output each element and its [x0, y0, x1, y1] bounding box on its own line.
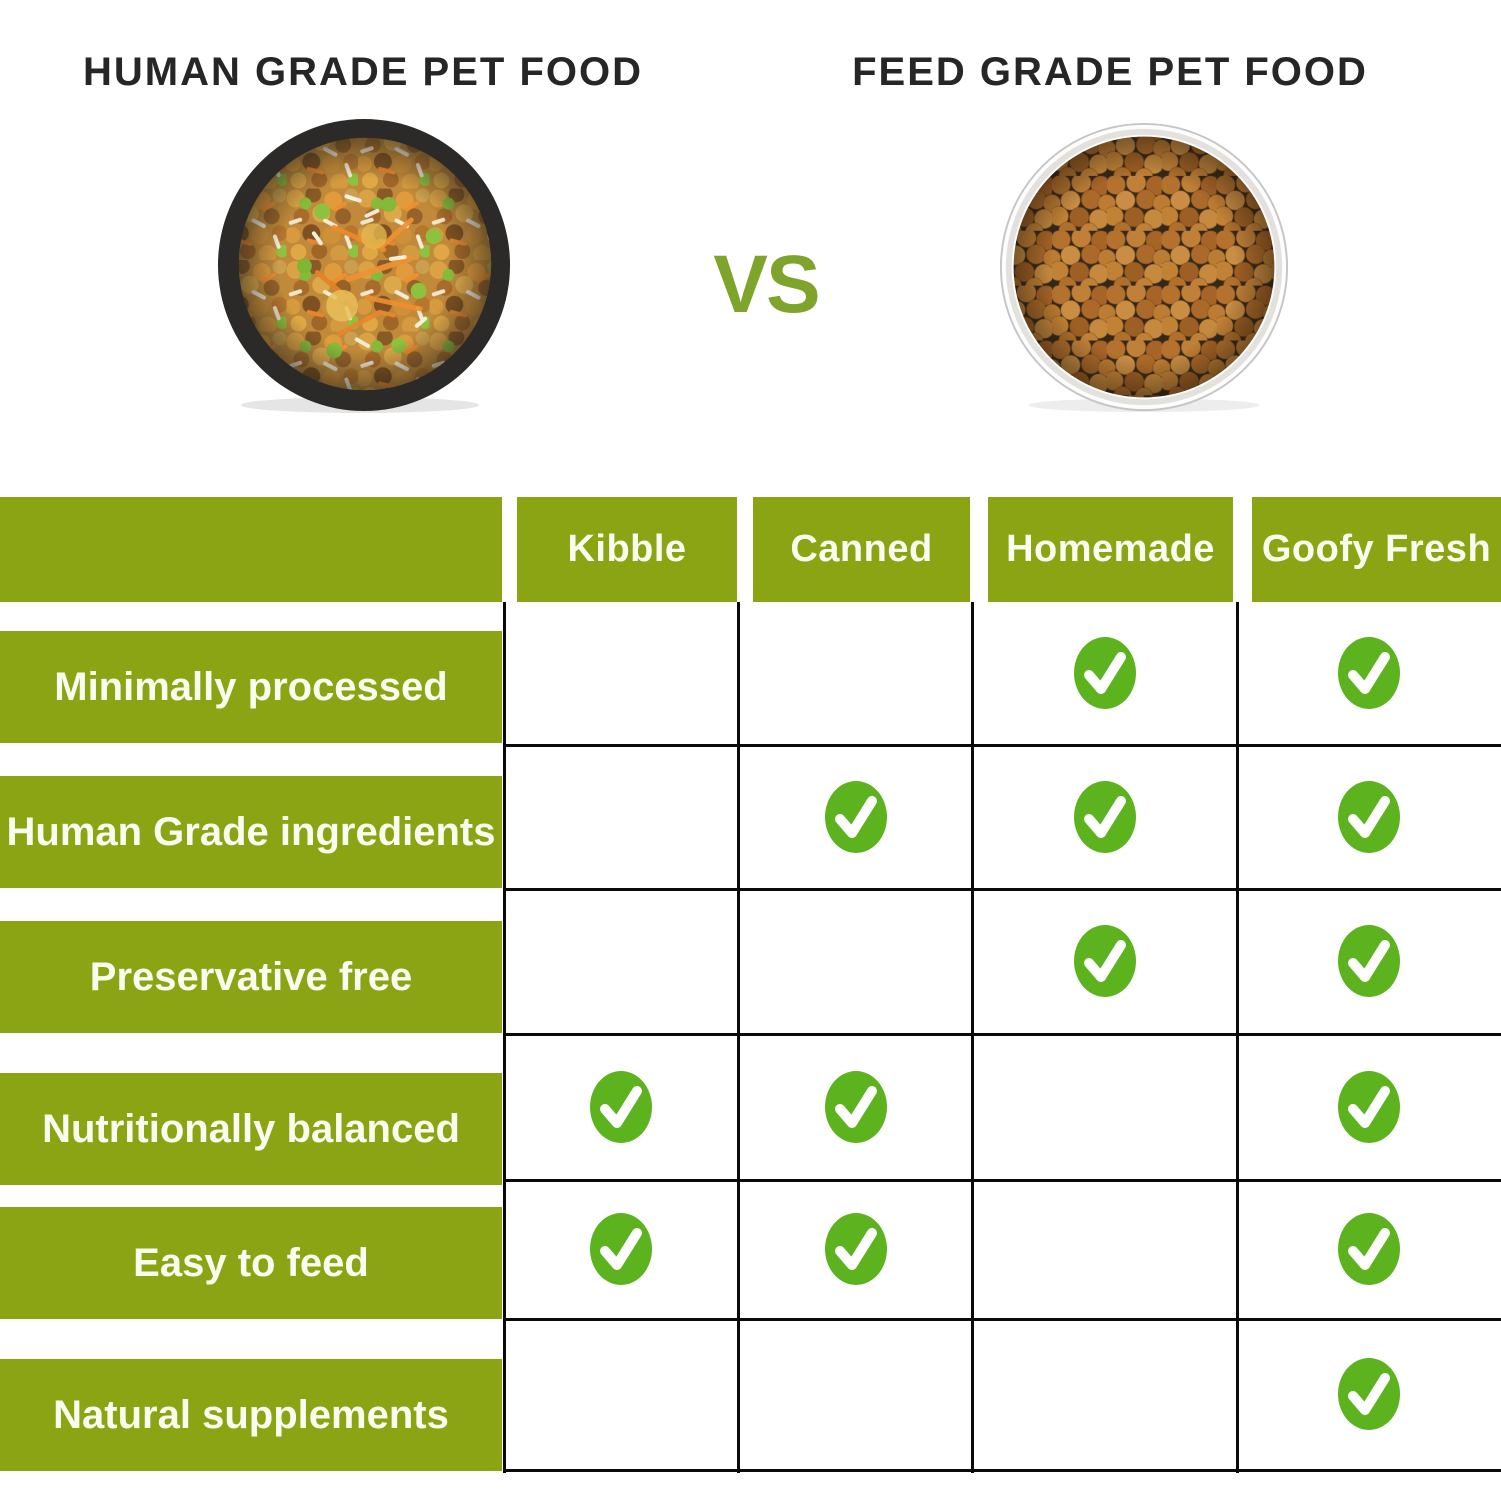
check-icon [824, 780, 888, 854]
grid-hline [503, 1033, 1501, 1036]
check-icon [1337, 1212, 1401, 1286]
grid-vline [1236, 602, 1239, 1473]
grid-hline [503, 1318, 1501, 1321]
grid-vline [971, 602, 974, 1473]
kibble-bowl-image [997, 121, 1291, 415]
column-header-goofy-fresh: Goofy Fresh [1252, 497, 1501, 602]
check-icon [1337, 780, 1401, 854]
right-title: FEED GRADE PET FOOD [852, 50, 1368, 94]
grid-hline [503, 1469, 1501, 1472]
row-label-minimally-processed: Minimally processed [0, 631, 502, 743]
row-label-natural-supplements: Natural supplements [0, 1359, 502, 1471]
row-label-human-grade-ingredients: Human Grade ingredients [0, 776, 502, 888]
check-icon [589, 1070, 653, 1144]
row-label-easy-to-feed: Easy to feed [0, 1207, 502, 1319]
column-header-canned: Canned [753, 497, 970, 602]
header-spacer-block [0, 497, 502, 602]
check-icon [824, 1212, 888, 1286]
check-icon [1073, 780, 1137, 854]
grid-vline [737, 602, 740, 1473]
column-header-homemade: Homemade [988, 497, 1233, 602]
column-header-kibble: Kibble [517, 497, 737, 602]
check-icon [589, 1212, 653, 1286]
check-icon [1337, 1070, 1401, 1144]
row-label-nutritionally-balanced: Nutritionally balanced [0, 1073, 502, 1185]
row-label-preservative-free: Preservative free [0, 921, 502, 1033]
left-title: HUMAN GRADE PET FOOD [83, 50, 643, 94]
check-icon [824, 1070, 888, 1144]
fresh-food-bowl-image [215, 117, 513, 415]
grid-hline [503, 888, 1501, 891]
grid-hline [503, 1179, 1501, 1182]
check-icon [1073, 924, 1137, 998]
grid-vline [503, 602, 506, 1473]
grid-hline [503, 744, 1501, 747]
check-icon [1337, 1357, 1401, 1431]
check-icon [1073, 636, 1137, 710]
check-icon [1337, 924, 1401, 998]
check-icon [1337, 636, 1401, 710]
vs-label: VS [713, 239, 820, 330]
